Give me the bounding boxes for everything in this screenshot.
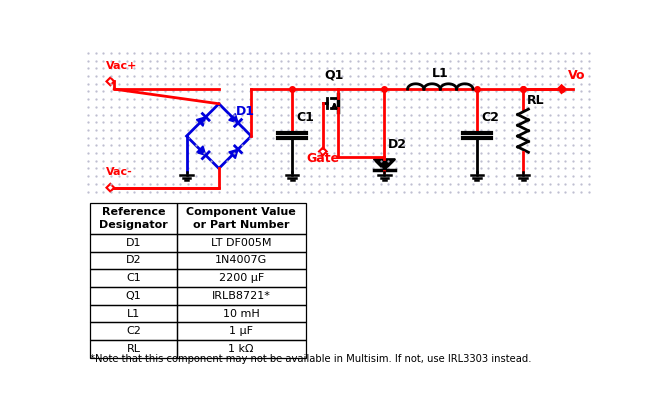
Bar [177,252,306,269]
Bar [177,203,306,234]
Bar [90,252,177,269]
Bar [90,234,177,252]
Text: C2: C2 [482,111,500,124]
Text: Q1: Q1 [325,68,344,81]
Text: Gate: Gate [306,151,339,164]
Bar [90,322,177,340]
Text: 1N4007G: 1N4007G [215,256,267,265]
Text: 10 mH: 10 mH [223,308,259,319]
Text: RL: RL [527,94,544,107]
Text: 2200 μF: 2200 μF [218,273,264,283]
Bar [90,287,177,305]
Text: LT DF005M: LT DF005M [211,238,271,248]
Text: *Note that this component may not be available in Multisim. If not, use IRL3303 : *Note that this component may not be ava… [90,354,532,364]
Text: L1: L1 [432,67,449,80]
Text: Vac-: Vac- [106,167,133,177]
Bar [90,305,177,322]
Text: L1: L1 [127,308,140,319]
Polygon shape [229,114,238,123]
Text: D1: D1 [125,238,141,248]
Text: RL: RL [127,344,141,354]
Bar [177,305,306,322]
Text: C1: C1 [126,273,141,283]
Text: D2: D2 [388,138,407,151]
Text: C1: C1 [297,111,315,124]
Text: Vac+: Vac+ [106,61,137,71]
Bar [90,340,177,358]
Text: Vo: Vo [568,69,585,82]
Polygon shape [197,146,206,155]
Text: C2: C2 [126,326,141,336]
Bar [177,340,306,358]
Bar [90,203,177,234]
Text: IRLB8721*: IRLB8721* [212,291,271,301]
Text: Q1: Q1 [125,291,141,301]
Bar [177,287,306,305]
Polygon shape [197,117,206,126]
Text: D2: D2 [125,256,141,265]
Text: 1 kΩ: 1 kΩ [228,344,254,354]
Text: 1 μF: 1 μF [229,326,253,336]
Bar [177,234,306,252]
Bar [90,269,177,287]
Polygon shape [374,159,395,170]
Text: Reference
Designator: Reference Designator [99,207,168,230]
Text: Component Value
or Part Number: Component Value or Part Number [186,207,296,230]
Text: D1: D1 [236,105,255,117]
Bar [177,269,306,287]
Polygon shape [229,149,238,159]
Bar [177,322,306,340]
